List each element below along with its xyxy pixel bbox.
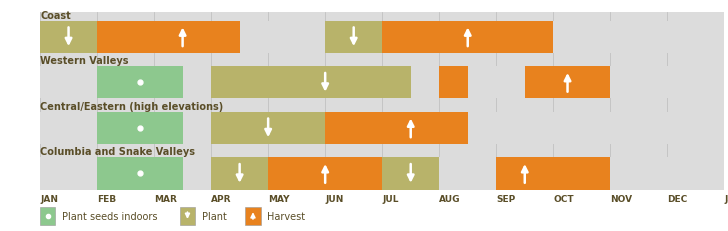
Bar [211, 67, 411, 99]
Bar [40, 207, 55, 225]
Bar [97, 22, 240, 54]
Bar [180, 207, 195, 225]
Text: Plant: Plant [202, 211, 226, 221]
Bar [40, 22, 97, 54]
Text: DEC: DEC [668, 195, 687, 203]
Bar [211, 158, 268, 190]
Bar [325, 22, 382, 54]
Text: FEB: FEB [97, 195, 116, 203]
Bar [40, 112, 724, 144]
Bar [325, 112, 468, 144]
Bar [40, 22, 724, 54]
Text: JUN: JUN [325, 195, 344, 203]
Text: JAN: JAN [724, 195, 728, 203]
Bar [382, 22, 553, 54]
Text: JAN: JAN [40, 195, 58, 203]
Bar [40, 158, 724, 190]
Text: Harvest: Harvest [267, 211, 305, 221]
Bar [211, 112, 325, 144]
Bar [439, 67, 468, 99]
Bar [97, 112, 183, 144]
Bar [268, 158, 382, 190]
Bar [245, 207, 261, 225]
Text: Central/Eastern (high elevations): Central/Eastern (high elevations) [40, 101, 223, 111]
Text: MAY: MAY [268, 195, 290, 203]
Bar [97, 67, 183, 99]
Text: NOV: NOV [610, 195, 633, 203]
Text: AUG: AUG [439, 195, 461, 203]
Text: OCT: OCT [553, 195, 574, 203]
Text: Columbia and Snake Valleys: Columbia and Snake Valleys [40, 147, 195, 157]
Bar [40, 67, 724, 99]
Text: APR: APR [211, 195, 232, 203]
Text: Coast: Coast [40, 11, 71, 21]
Bar [382, 158, 439, 190]
Bar [496, 158, 553, 190]
Text: SEP: SEP [496, 195, 515, 203]
Text: Plant seeds indoors: Plant seeds indoors [62, 211, 157, 221]
Bar [97, 158, 183, 190]
Text: MAR: MAR [154, 195, 177, 203]
Bar [553, 158, 610, 190]
Text: JUL: JUL [382, 195, 399, 203]
Text: Western Valleys: Western Valleys [40, 56, 129, 66]
Bar [525, 67, 610, 99]
